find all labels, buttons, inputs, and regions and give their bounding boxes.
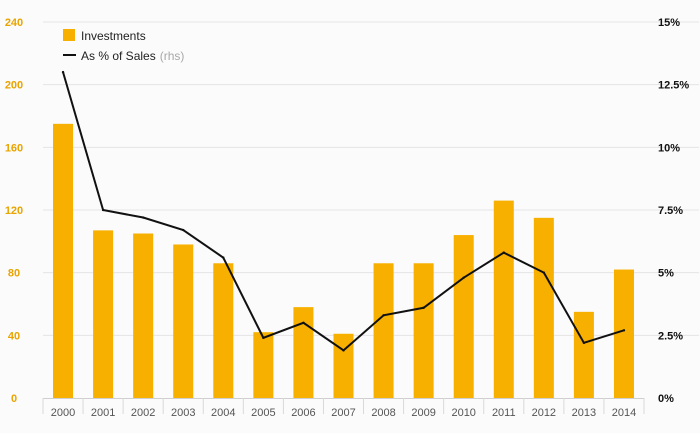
line-point-2005 (262, 336, 265, 340)
x-axis-tick-label: 2003 (171, 407, 195, 419)
line-point-2010 (462, 276, 465, 279)
bar-2008 (373, 263, 394, 398)
right-axis-tick-label: 5% (658, 268, 674, 280)
legend-line-label: As % of Sales (rhs) (81, 49, 184, 63)
line-point-2008 (382, 314, 385, 317)
right-axis-tick-label: 10% (658, 142, 680, 154)
right-axis-tick-label: 2.5% (658, 330, 683, 342)
bar-2013 (573, 311, 594, 398)
bar-2007 (333, 333, 354, 398)
legend-bars-label: Investments (81, 29, 146, 43)
right-axis-tick-label: 15% (658, 17, 680, 29)
x-axis-tick-label: 2000 (51, 407, 75, 419)
line-point-2012 (542, 271, 546, 274)
right-axis-tick-label: 0% (658, 393, 674, 405)
bar-2001 (93, 230, 114, 398)
axes: 0 40 80 120 160 200 240 0% 2.5% 5% 7.5% 10% 12.5% 15%… (5, 17, 690, 419)
x-axis-tick-label: 2007 (331, 407, 355, 419)
right-axis-tick-label: 12.5% (658, 80, 689, 92)
x-axis-tick-label: 2011 (492, 407, 516, 419)
line-point-2002 (141, 216, 145, 219)
bar-series (53, 123, 634, 398)
x-axis-tick-label: 2002 (131, 407, 155, 419)
left-axis-tick-label: 80 (8, 268, 20, 280)
x-axis-tick-label: 2012 (532, 407, 556, 419)
bar-2003 (173, 244, 194, 398)
line-point-2001 (101, 208, 105, 212)
legend-line-text: As % of Sales (81, 49, 156, 63)
bar-2014 (613, 269, 634, 398)
left-axis-tick-label: 40 (8, 330, 20, 342)
left-axis-tick-label: 0 (11, 393, 17, 405)
bar-2000 (53, 123, 74, 398)
line-point-2006 (302, 321, 305, 324)
x-axis-tick-label: 2013 (572, 407, 596, 419)
left-axis-tick-label: 160 (5, 142, 23, 154)
line-point-2009 (422, 306, 425, 309)
x-axis-tick-label: 2004 (211, 407, 235, 419)
left-axis-tick-label: 200 (5, 80, 23, 92)
line-point-2014 (622, 329, 626, 332)
left-axis-tick-label: 240 (5, 17, 23, 29)
x-axis-tick-label: 2008 (371, 407, 395, 419)
line-series (61, 70, 626, 352)
bar-2005 (253, 332, 274, 398)
x-axis-tick-label: 2001 (91, 407, 115, 419)
line-point-2013 (582, 341, 586, 345)
bar-2002 (133, 233, 154, 398)
line-point-2000 (61, 70, 65, 74)
line-point-2003 (182, 228, 185, 232)
bar-2012 (533, 217, 554, 398)
line-point-2004 (222, 256, 225, 259)
legend-bar-swatch (63, 29, 75, 41)
bar-2006 (293, 307, 314, 398)
bar-2004 (213, 263, 234, 398)
bar-2011 (493, 200, 514, 398)
x-axis-tick-label: 2010 (451, 407, 475, 419)
line-point-2007 (342, 349, 345, 352)
x-axis-tick-label: 2009 (411, 407, 435, 419)
x-axis-tick-label: 2005 (251, 407, 275, 419)
line-point-2011 (502, 251, 505, 254)
legend: Investments As % of Sales (rhs) (63, 29, 184, 63)
bar-2010 (453, 235, 474, 398)
legend-line-suffix: (rhs) (160, 49, 185, 63)
left-axis-tick-label: 120 (5, 205, 23, 217)
x-axis-tick-label: 2006 (291, 407, 315, 419)
right-axis-tick-label: 7.5% (658, 205, 683, 217)
x-axis-tick-label: 2014 (612, 407, 636, 419)
bar-2009 (413, 263, 434, 398)
